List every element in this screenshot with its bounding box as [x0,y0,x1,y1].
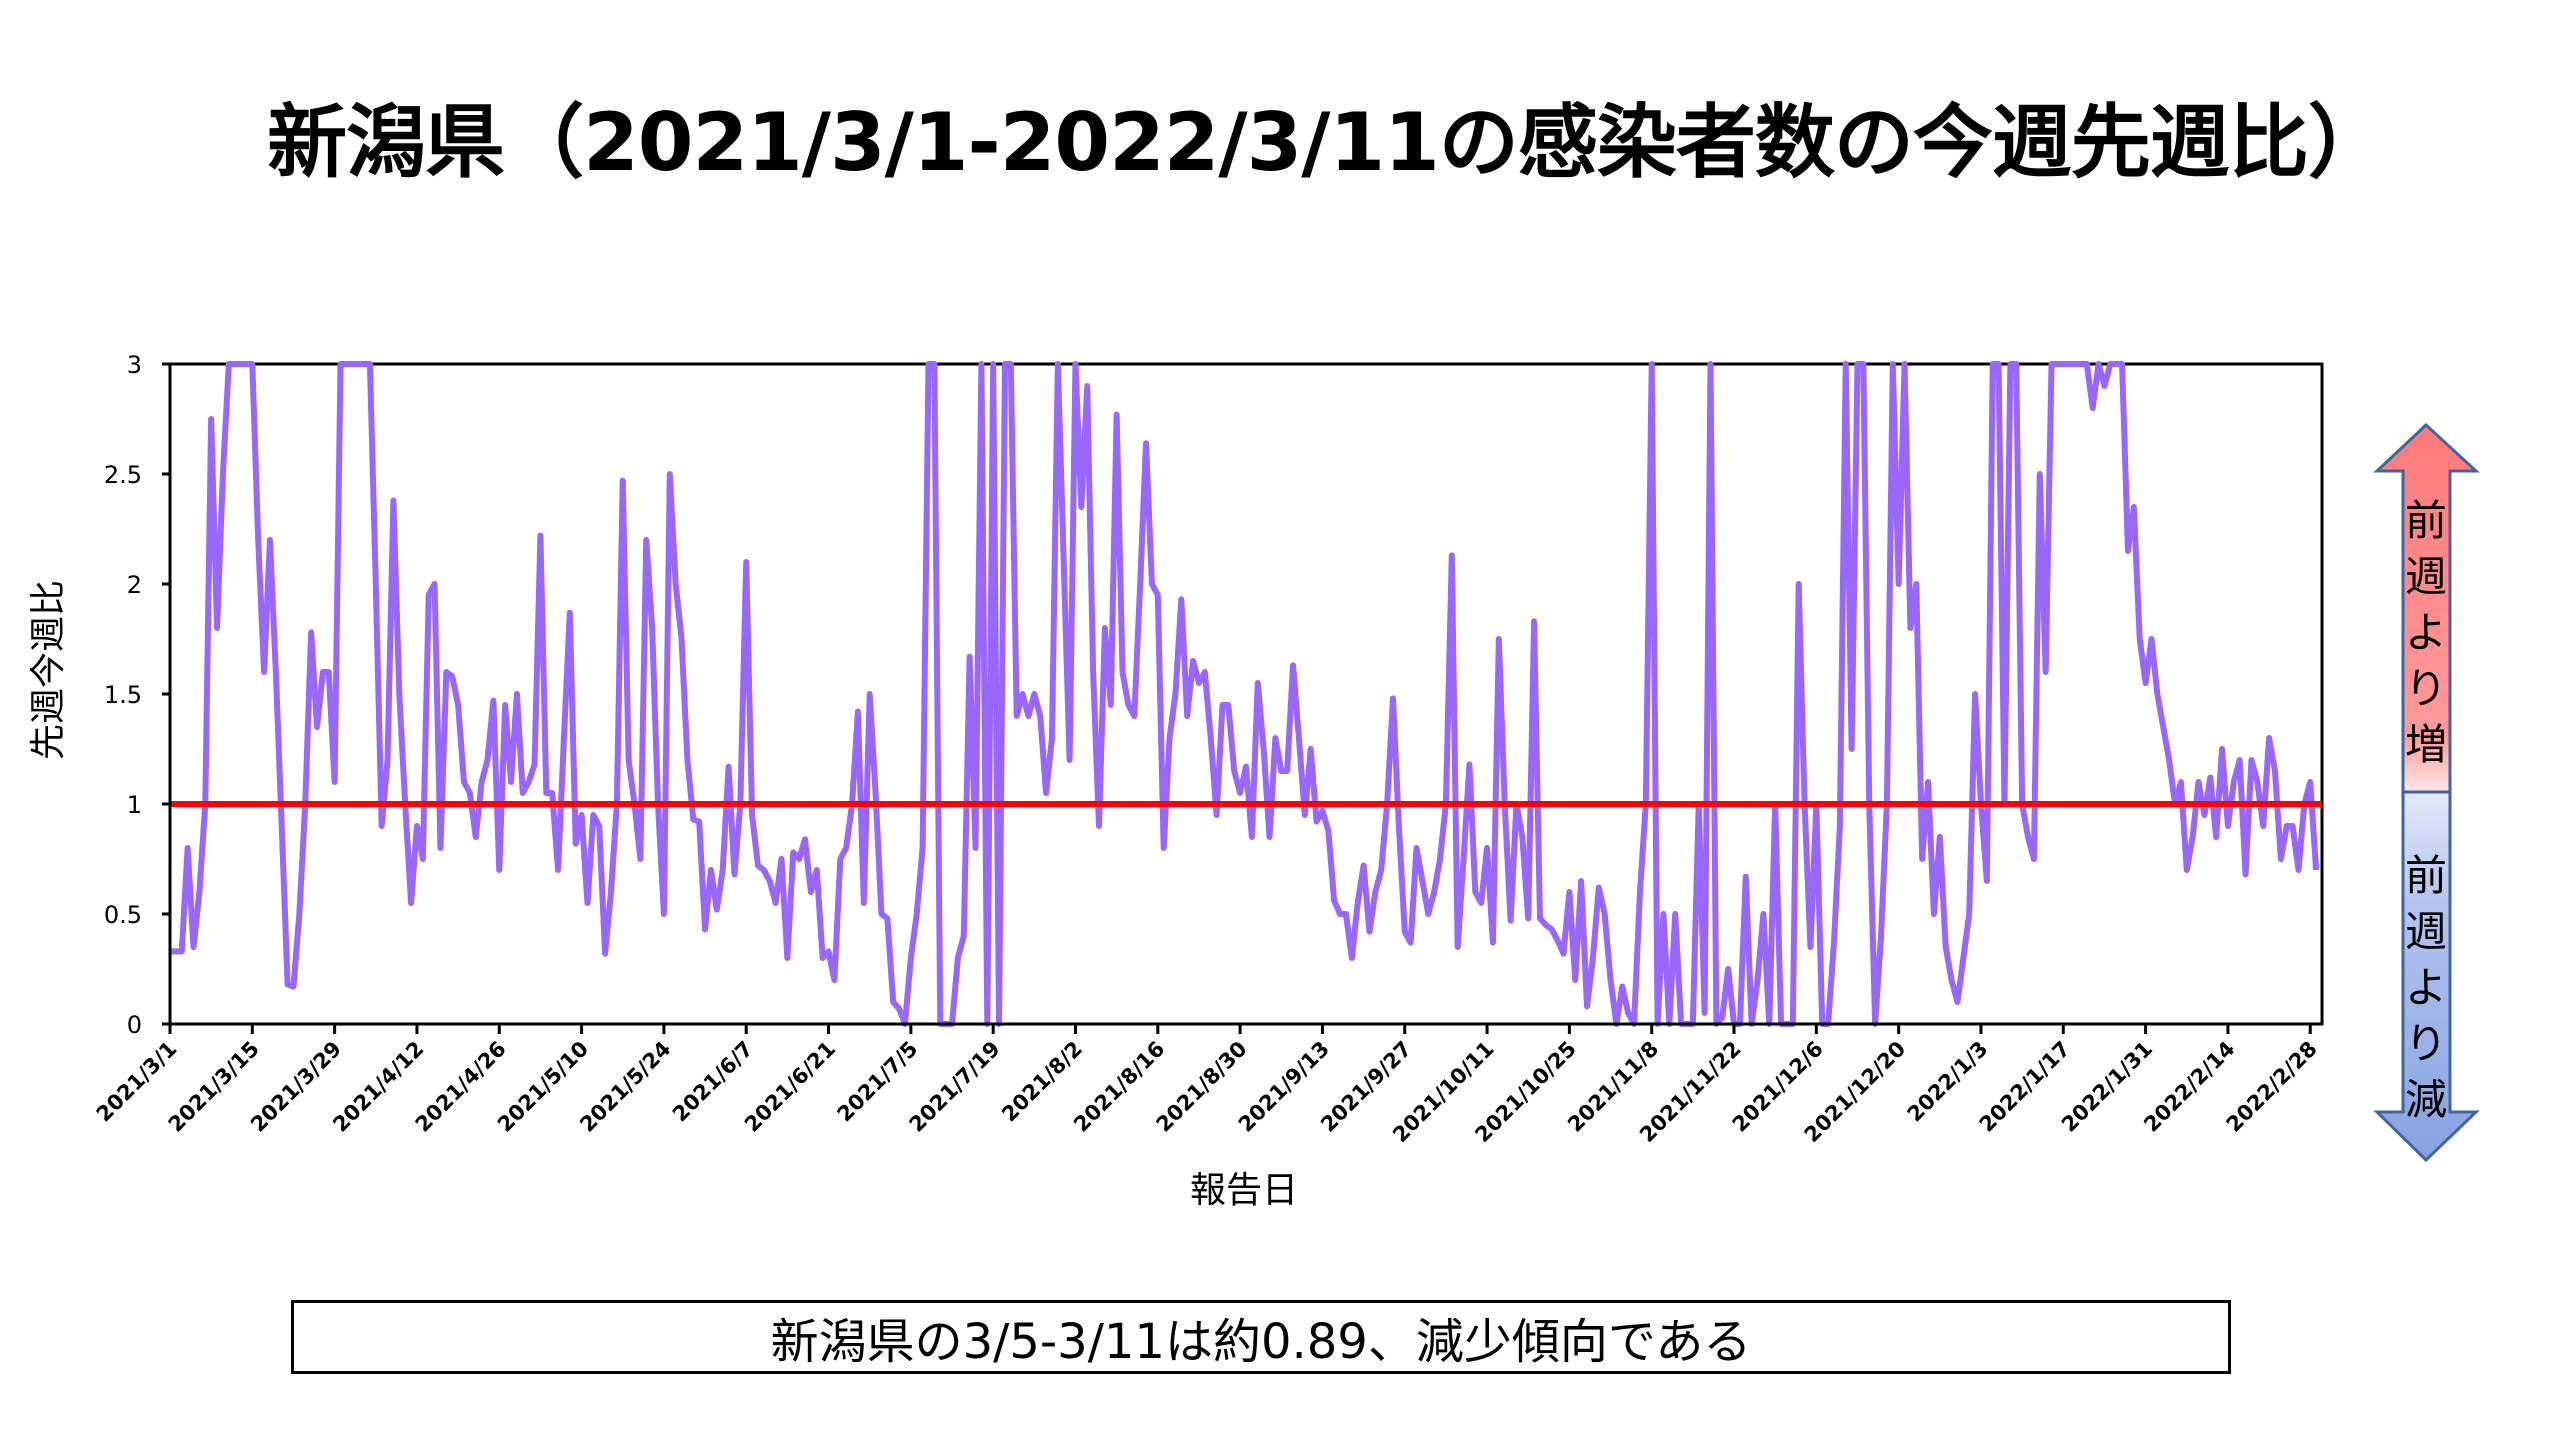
decrease-label-char: り [2405,1019,2447,1068]
x-tick-label: 2021/8/2 [997,1037,1087,1127]
y-tick-label: 1.5 [104,681,142,709]
decrease-arrow-icon [2373,790,2480,1163]
decrease-label-char: よ [2405,963,2447,1012]
y-tick-label: 0.5 [104,901,142,929]
increase-label-char: 増 [2405,720,2447,769]
decrease-label-char: 週 [2405,907,2447,956]
y-tick-label: 2 [127,571,142,599]
decrease-label-char: 前 [2405,851,2447,900]
increase-label-char: り [2405,664,2447,713]
summary-text: 新潟県の3/5-3/11は約0.89、減少傾向である [770,1314,1752,1370]
page-title: 新潟県（2021/3/1-2022/3/11の感染者数の今週先週比） [267,96,2388,189]
plot-border [168,362,2324,1026]
increase-label-char: よ [2405,608,2447,657]
y-tick-label: 3 [127,351,142,379]
x-tick-label: 2021/6/7 [668,1037,758,1127]
increase-label-char: 前 [2405,496,2447,545]
plot-area [168,362,2324,1026]
series-line [170,361,2320,1027]
decrease-label-char: 減 [2405,1075,2447,1124]
increase-label-char: 週 [2405,552,2447,601]
y-tick-label: 2.5 [104,461,142,489]
summary-text-box: 新潟県の3/5-3/11は約0.89、減少傾向である [291,1300,2231,1374]
x-tick-label: 2021/3/1 [92,1037,182,1127]
y-tick-label: 0 [127,1011,142,1039]
y-axis-title: 先週今週比 [28,580,69,760]
y-tick-label: 1 [127,791,142,819]
x-tick-label: 2021/7/5 [833,1037,923,1127]
x-axis-title: 報告日 [1190,1170,1298,1211]
x-tick-label: 2022/1/3 [1903,1037,1993,1127]
